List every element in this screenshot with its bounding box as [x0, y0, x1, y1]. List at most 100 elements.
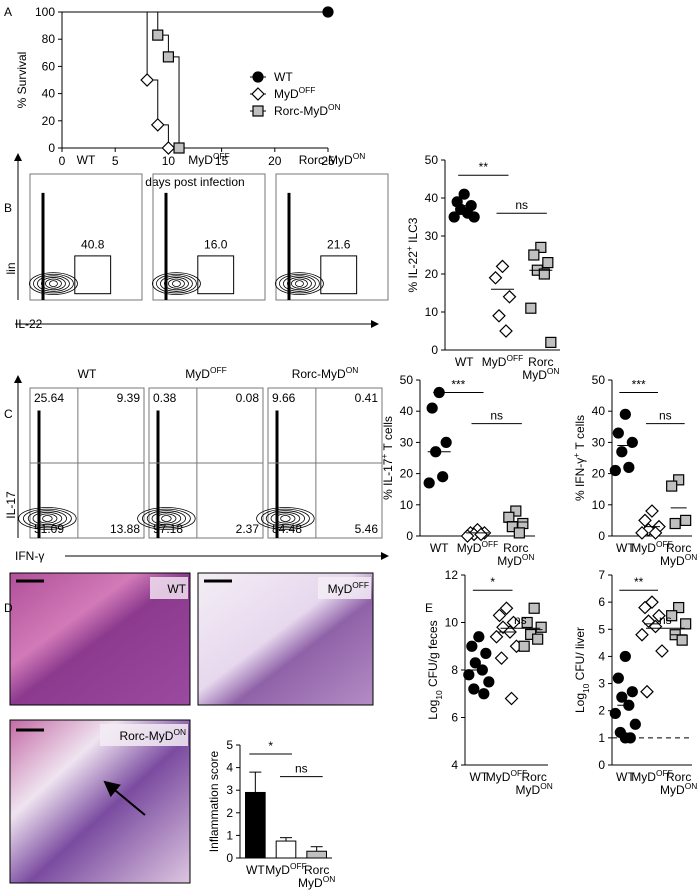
quadrant-value: 97.18 [153, 522, 183, 536]
significance: ns [514, 613, 527, 627]
image-label: MyDOFF [328, 580, 369, 596]
quadrant-value: 9.66 [272, 391, 296, 405]
marker [616, 446, 628, 458]
y-tick-label: 6 [598, 595, 605, 609]
y-tick-label: 8 [451, 663, 458, 677]
text-part: Rorc-MyD [299, 153, 353, 167]
marker [440, 436, 452, 448]
x-tick-label: Rorc [521, 770, 546, 784]
significance: ns [515, 198, 528, 212]
survival-line [62, 11, 180, 148]
plot-title: Rorc-MyDON [299, 151, 366, 167]
x-tick-label: MyDOFF [631, 539, 672, 555]
text-part: ILC3 [406, 217, 420, 246]
label-box [100, 724, 188, 746]
text-part: MyD [486, 770, 511, 784]
bar [275, 840, 297, 859]
marker [495, 259, 510, 274]
contour [270, 511, 301, 526]
flow-plot [152, 173, 266, 301]
significance: * [268, 739, 273, 753]
y-tick-label: 0 [598, 529, 605, 543]
text-part: Rorc-MyD [292, 367, 346, 381]
text-part: Rorc-MyD [119, 729, 173, 743]
text-part: MyD [265, 863, 290, 877]
text-part: + [404, 246, 414, 251]
y-tick-label: 5 [226, 738, 233, 752]
significance: ns [295, 762, 308, 776]
text-part: 10 [581, 683, 591, 693]
marker [635, 526, 649, 540]
y-tick-label: 6 [451, 711, 458, 725]
y-tick-label: 30 [592, 435, 606, 449]
marker [499, 324, 513, 338]
legend-label: MyDOFF [274, 85, 315, 101]
histology-images [9, 572, 374, 884]
text-part: MyD [516, 783, 541, 797]
text-part: CFU/ liver [573, 627, 587, 684]
panel-letter: E [425, 601, 433, 615]
marker [492, 308, 506, 323]
marker [150, 118, 165, 132]
label-box [150, 577, 188, 599]
marker [489, 629, 504, 644]
marker [535, 241, 547, 253]
y-tick-label: 40 [400, 404, 414, 418]
contour [18, 507, 77, 530]
marker [673, 474, 685, 486]
y-tick-label: 4 [226, 761, 233, 775]
y-tick-label: 12 [445, 568, 459, 582]
y-axis-label: % IFN-γ+ T cells [571, 415, 587, 501]
panel-letter: C [4, 407, 13, 421]
x-tick-label: MyDOFF [457, 539, 498, 555]
x-tick-label: MyDON [660, 781, 697, 797]
text-part: MyD [522, 368, 547, 382]
x-tick-label: MyDOFF [265, 861, 306, 877]
marker [652, 608, 666, 623]
marker [494, 651, 509, 665]
contour [260, 508, 310, 529]
contour [291, 278, 308, 289]
marker [669, 517, 681, 530]
marker [469, 657, 481, 669]
text-part: OFF [656, 768, 673, 778]
y-tick-label: 1 [226, 828, 233, 842]
y-tick-label: 40 [425, 191, 439, 205]
text-part: ON [173, 727, 186, 737]
plot-title: WT [78, 367, 97, 381]
marker [638, 600, 652, 615]
y-tick-label: 50 [425, 153, 439, 167]
y-tick-label: 0 [48, 141, 55, 155]
label-box [318, 577, 371, 599]
marker [635, 627, 649, 642]
text-part: OFF [481, 539, 498, 549]
text-part: ON [328, 102, 341, 112]
text-part: % IFN-γ [573, 458, 587, 501]
y-tick-label: 20 [425, 267, 439, 281]
quadrant-value: 13.88 [110, 522, 140, 536]
marker [426, 402, 438, 414]
marker [619, 650, 631, 663]
significance: * [490, 575, 495, 589]
text-part: ON [540, 781, 553, 791]
contour [152, 272, 201, 296]
text-part: % IL-22 [406, 251, 420, 293]
contour [287, 277, 312, 291]
text-part: Log [426, 700, 440, 720]
x-tick-label: 15 [215, 154, 229, 168]
marker [513, 527, 525, 539]
flow-plot [29, 173, 143, 301]
plot-title: MyDOFF [188, 151, 229, 167]
text-part: ON [353, 151, 366, 161]
significance: ** [479, 160, 489, 174]
significance: *** [451, 377, 465, 391]
marker [468, 683, 480, 695]
contour [32, 511, 63, 526]
marker [645, 504, 659, 518]
marker [466, 640, 478, 652]
arrow [103, 780, 146, 816]
marker [502, 289, 517, 304]
x-tick-label: Rorc [528, 355, 553, 369]
panel-letter: B [4, 201, 12, 215]
